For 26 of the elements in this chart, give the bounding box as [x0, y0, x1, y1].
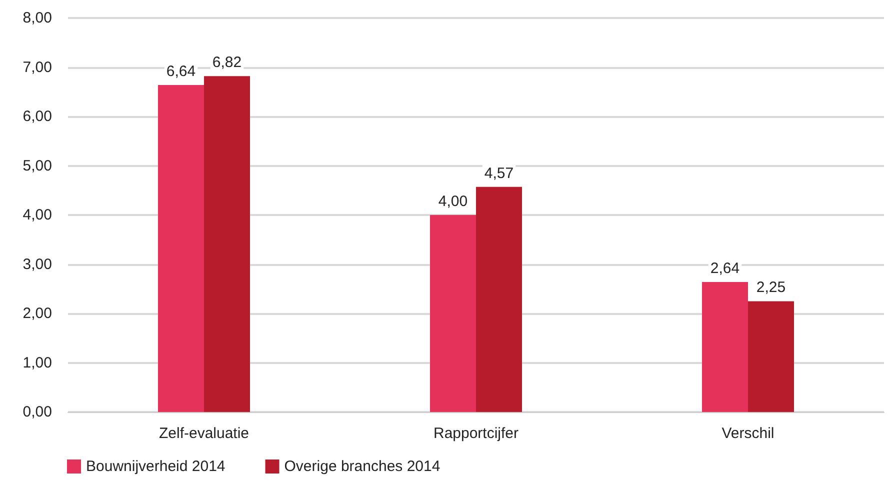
y-tick-label: 8,00 [22, 10, 52, 26]
data-label: 6,64 [166, 62, 196, 80]
y-tick-label: 6,00 [22, 108, 52, 125]
bar [748, 301, 794, 412]
bar [702, 282, 748, 412]
data-label: 4,00 [438, 193, 468, 210]
bar [158, 84, 204, 412]
bar [476, 186, 522, 412]
bar [430, 215, 476, 412]
data-label: 2,25 [756, 279, 786, 296]
y-tick-label: 0,00 [22, 404, 52, 420]
y-tick-label: 4,00 [22, 206, 52, 224]
y-tick-label: 7,00 [22, 58, 52, 76]
legend-label: Overige branches 2014 [284, 458, 440, 475]
data-label: 6,82 [212, 54, 242, 72]
bar [204, 76, 250, 412]
y-tick-label: 2,00 [22, 305, 52, 322]
y-tick-label: 1,00 [22, 354, 52, 372]
x-tick-label: Zelf-evaluatie [158, 425, 250, 442]
x-tick-label: Verschil [722, 425, 774, 442]
y-tick-label: 5,00 [22, 157, 52, 174]
legend-label: Bouwnijverheid 2014 [86, 458, 226, 475]
data-label: 2,64 [710, 260, 740, 277]
data-label: 4,57 [484, 164, 514, 182]
x-tick-label: Rapportcijfer [433, 425, 519, 442]
y-tick-label: 3,00 [22, 256, 52, 273]
